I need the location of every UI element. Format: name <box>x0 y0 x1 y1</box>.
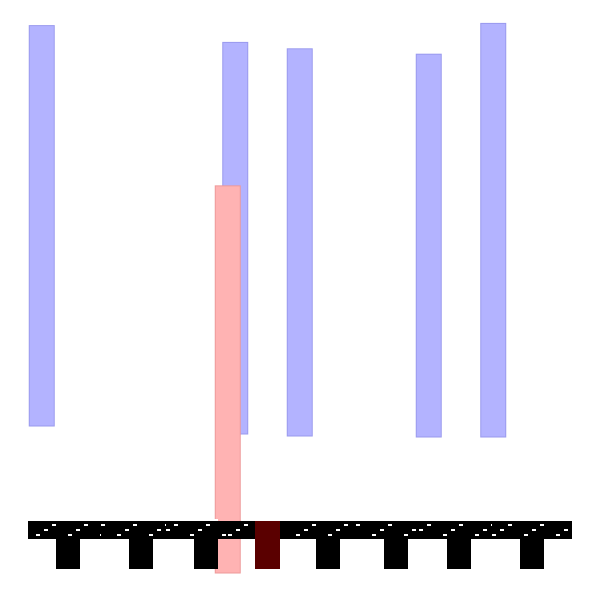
bar-blue-7 <box>480 22 507 438</box>
x-tick-label-6 <box>419 519 499 569</box>
x-tick-label-7 <box>492 519 572 569</box>
bar-red-3 <box>214 185 241 574</box>
bar-blue-0 <box>28 25 55 427</box>
bar-red-label-overlap <box>255 521 280 569</box>
x-tick-label-2 <box>166 519 246 569</box>
x-tick-labels <box>28 519 572 569</box>
x-tick-label-4 <box>288 519 368 569</box>
x-tick-label-0 <box>28 519 108 569</box>
x-tick-label-5 <box>356 519 436 569</box>
bar-blue-4 <box>286 48 313 437</box>
bars-layer <box>28 22 507 574</box>
bar-blue-6 <box>415 53 442 438</box>
